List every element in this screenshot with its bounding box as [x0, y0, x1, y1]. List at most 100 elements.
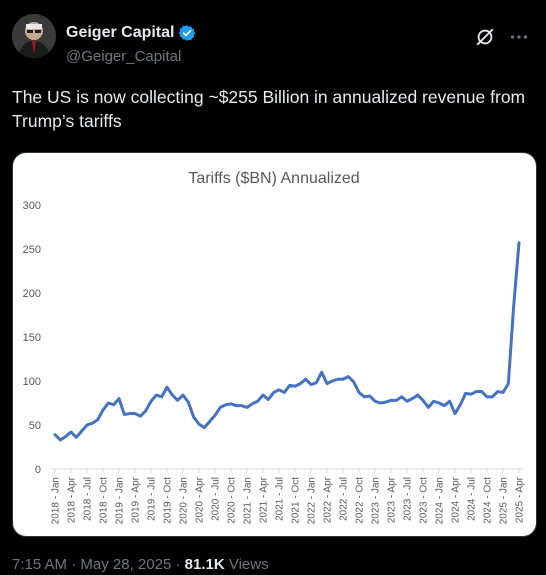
data-point: [224, 403, 227, 406]
x-tick-label: 2021 - Jul: [275, 477, 286, 521]
data-point: [278, 389, 280, 391]
data-point: [80, 430, 83, 432]
data-point: [75, 436, 78, 439]
data-point: [256, 400, 259, 403]
tweet-meta: 7:15 AM · May 28, 2025 · 81.1K Views: [12, 556, 269, 573]
data-point: [470, 393, 472, 395]
data-point: [246, 406, 248, 409]
data-point: [475, 390, 478, 393]
x-tick-label: 2020 - Jul: [211, 477, 222, 521]
data-point: [379, 402, 382, 404]
data-point: [443, 404, 446, 407]
x-tick-label: 2018 - Jul: [83, 477, 94, 521]
x-tick-label: 2021 - Jan: [243, 477, 254, 524]
author-handle[interactable]: @Geiger_Capital: [66, 48, 182, 65]
data-point: [123, 413, 126, 416]
data-point: [203, 426, 206, 429]
views-label: Views: [228, 556, 269, 573]
x-tick-label: 2022 - Jul: [339, 477, 350, 521]
x-tick-label: 2023 - Oct: [419, 477, 430, 524]
data-point: [294, 385, 296, 388]
data-point: [208, 420, 211, 423]
tweet-time[interactable]: 7:15 AM: [12, 556, 68, 573]
data-point: [107, 402, 110, 404]
data-point: [358, 391, 360, 394]
data-point: [491, 396, 494, 398]
x-tick-label: 2023 - Jul: [403, 477, 414, 521]
y-tick-label: 100: [23, 376, 41, 388]
data-point: [507, 382, 510, 385]
data-point: [400, 396, 403, 398]
data-point: [240, 404, 243, 407]
tweet-date[interactable]: May 28, 2025: [80, 556, 172, 573]
x-tick-label: 2023 - Apr: [387, 476, 398, 523]
data-point: [432, 400, 435, 403]
data-point: [182, 394, 184, 396]
data-point: [299, 382, 302, 385]
tariffs-series-line: [53, 241, 521, 442]
data-point: [235, 404, 238, 407]
data-point: [326, 382, 328, 385]
x-tick-label: 2024 - Apr: [451, 476, 462, 523]
chart-title: Tariffs ($BN) Annualized: [188, 170, 359, 187]
verified-badge-icon: [179, 25, 196, 41]
data-point: [118, 397, 120, 400]
x-tick-label: 2019 - Apr: [131, 476, 142, 523]
x-tick-label: 2019 - Oct: [163, 477, 174, 524]
data-point: [416, 394, 419, 396]
more-dots-icon[interactable]: [508, 26, 530, 48]
meta-separator: ·: [171, 556, 185, 573]
data-point: [102, 409, 104, 411]
data-point: [272, 391, 275, 394]
data-point: [219, 406, 222, 409]
data-point: [352, 381, 355, 383]
x-tick-label: 2018 - Jan: [51, 477, 62, 524]
x-tick-label: 2024 - Jul: [467, 477, 478, 521]
x-tick-label: 2022 - Oct: [355, 477, 366, 524]
data-point: [128, 412, 131, 415]
y-tick-label: 0: [35, 464, 41, 476]
avatar[interactable]: [12, 14, 56, 58]
name-row: Geiger Capital: [66, 24, 196, 42]
data-point: [187, 401, 190, 403]
data-point: [230, 403, 232, 405]
y-tick-label: 250: [23, 244, 41, 256]
x-tick-label: 2019 - Jul: [147, 477, 158, 521]
grok-slash-icon[interactable]: [474, 26, 496, 48]
data-point: [96, 418, 99, 421]
data-point: [251, 403, 254, 405]
data-point: [160, 396, 163, 398]
data-point: [283, 391, 286, 394]
data-point: [91, 422, 94, 425]
data-point: [518, 242, 520, 244]
media-card[interactable]: Tariffs ($BN) Annualized 0 50 100 150 200 250 3…: [12, 152, 537, 537]
data-point: [112, 403, 115, 406]
author-display-name[interactable]: Geiger Capital: [66, 24, 175, 41]
data-point: [198, 423, 200, 425]
data-point: [214, 414, 216, 417]
chart-image: Tariffs ($BN) Annualized 0 50 100 150 200 250 3…: [13, 153, 536, 536]
x-tick-label: 2022 - Jan: [307, 477, 318, 524]
avatar-image: [12, 14, 56, 58]
x-tick-label: 2020 - Jan: [179, 477, 190, 524]
data-point: [150, 400, 152, 403]
data-point: [512, 305, 515, 307]
data-point: [459, 403, 462, 406]
x-tick-label: 2022 - Apr: [323, 476, 334, 523]
data-point: [315, 381, 318, 384]
data-point: [422, 399, 424, 402]
data-point: [502, 391, 504, 394]
x-tick-label: 2021 - Apr: [259, 476, 270, 523]
data-point: [192, 416, 195, 418]
data-point: [411, 397, 414, 400]
data-point: [395, 399, 398, 402]
data-point: [480, 390, 483, 393]
data-point: [267, 398, 270, 401]
data-point: [331, 380, 334, 382]
data-point: [438, 402, 440, 404]
views-count: 81.1K: [184, 556, 225, 573]
y-tick-label: 200: [23, 288, 41, 300]
x-tick-label: 2024 - Oct: [483, 477, 494, 524]
data-point: [144, 410, 147, 412]
data-point: [384, 401, 387, 403]
